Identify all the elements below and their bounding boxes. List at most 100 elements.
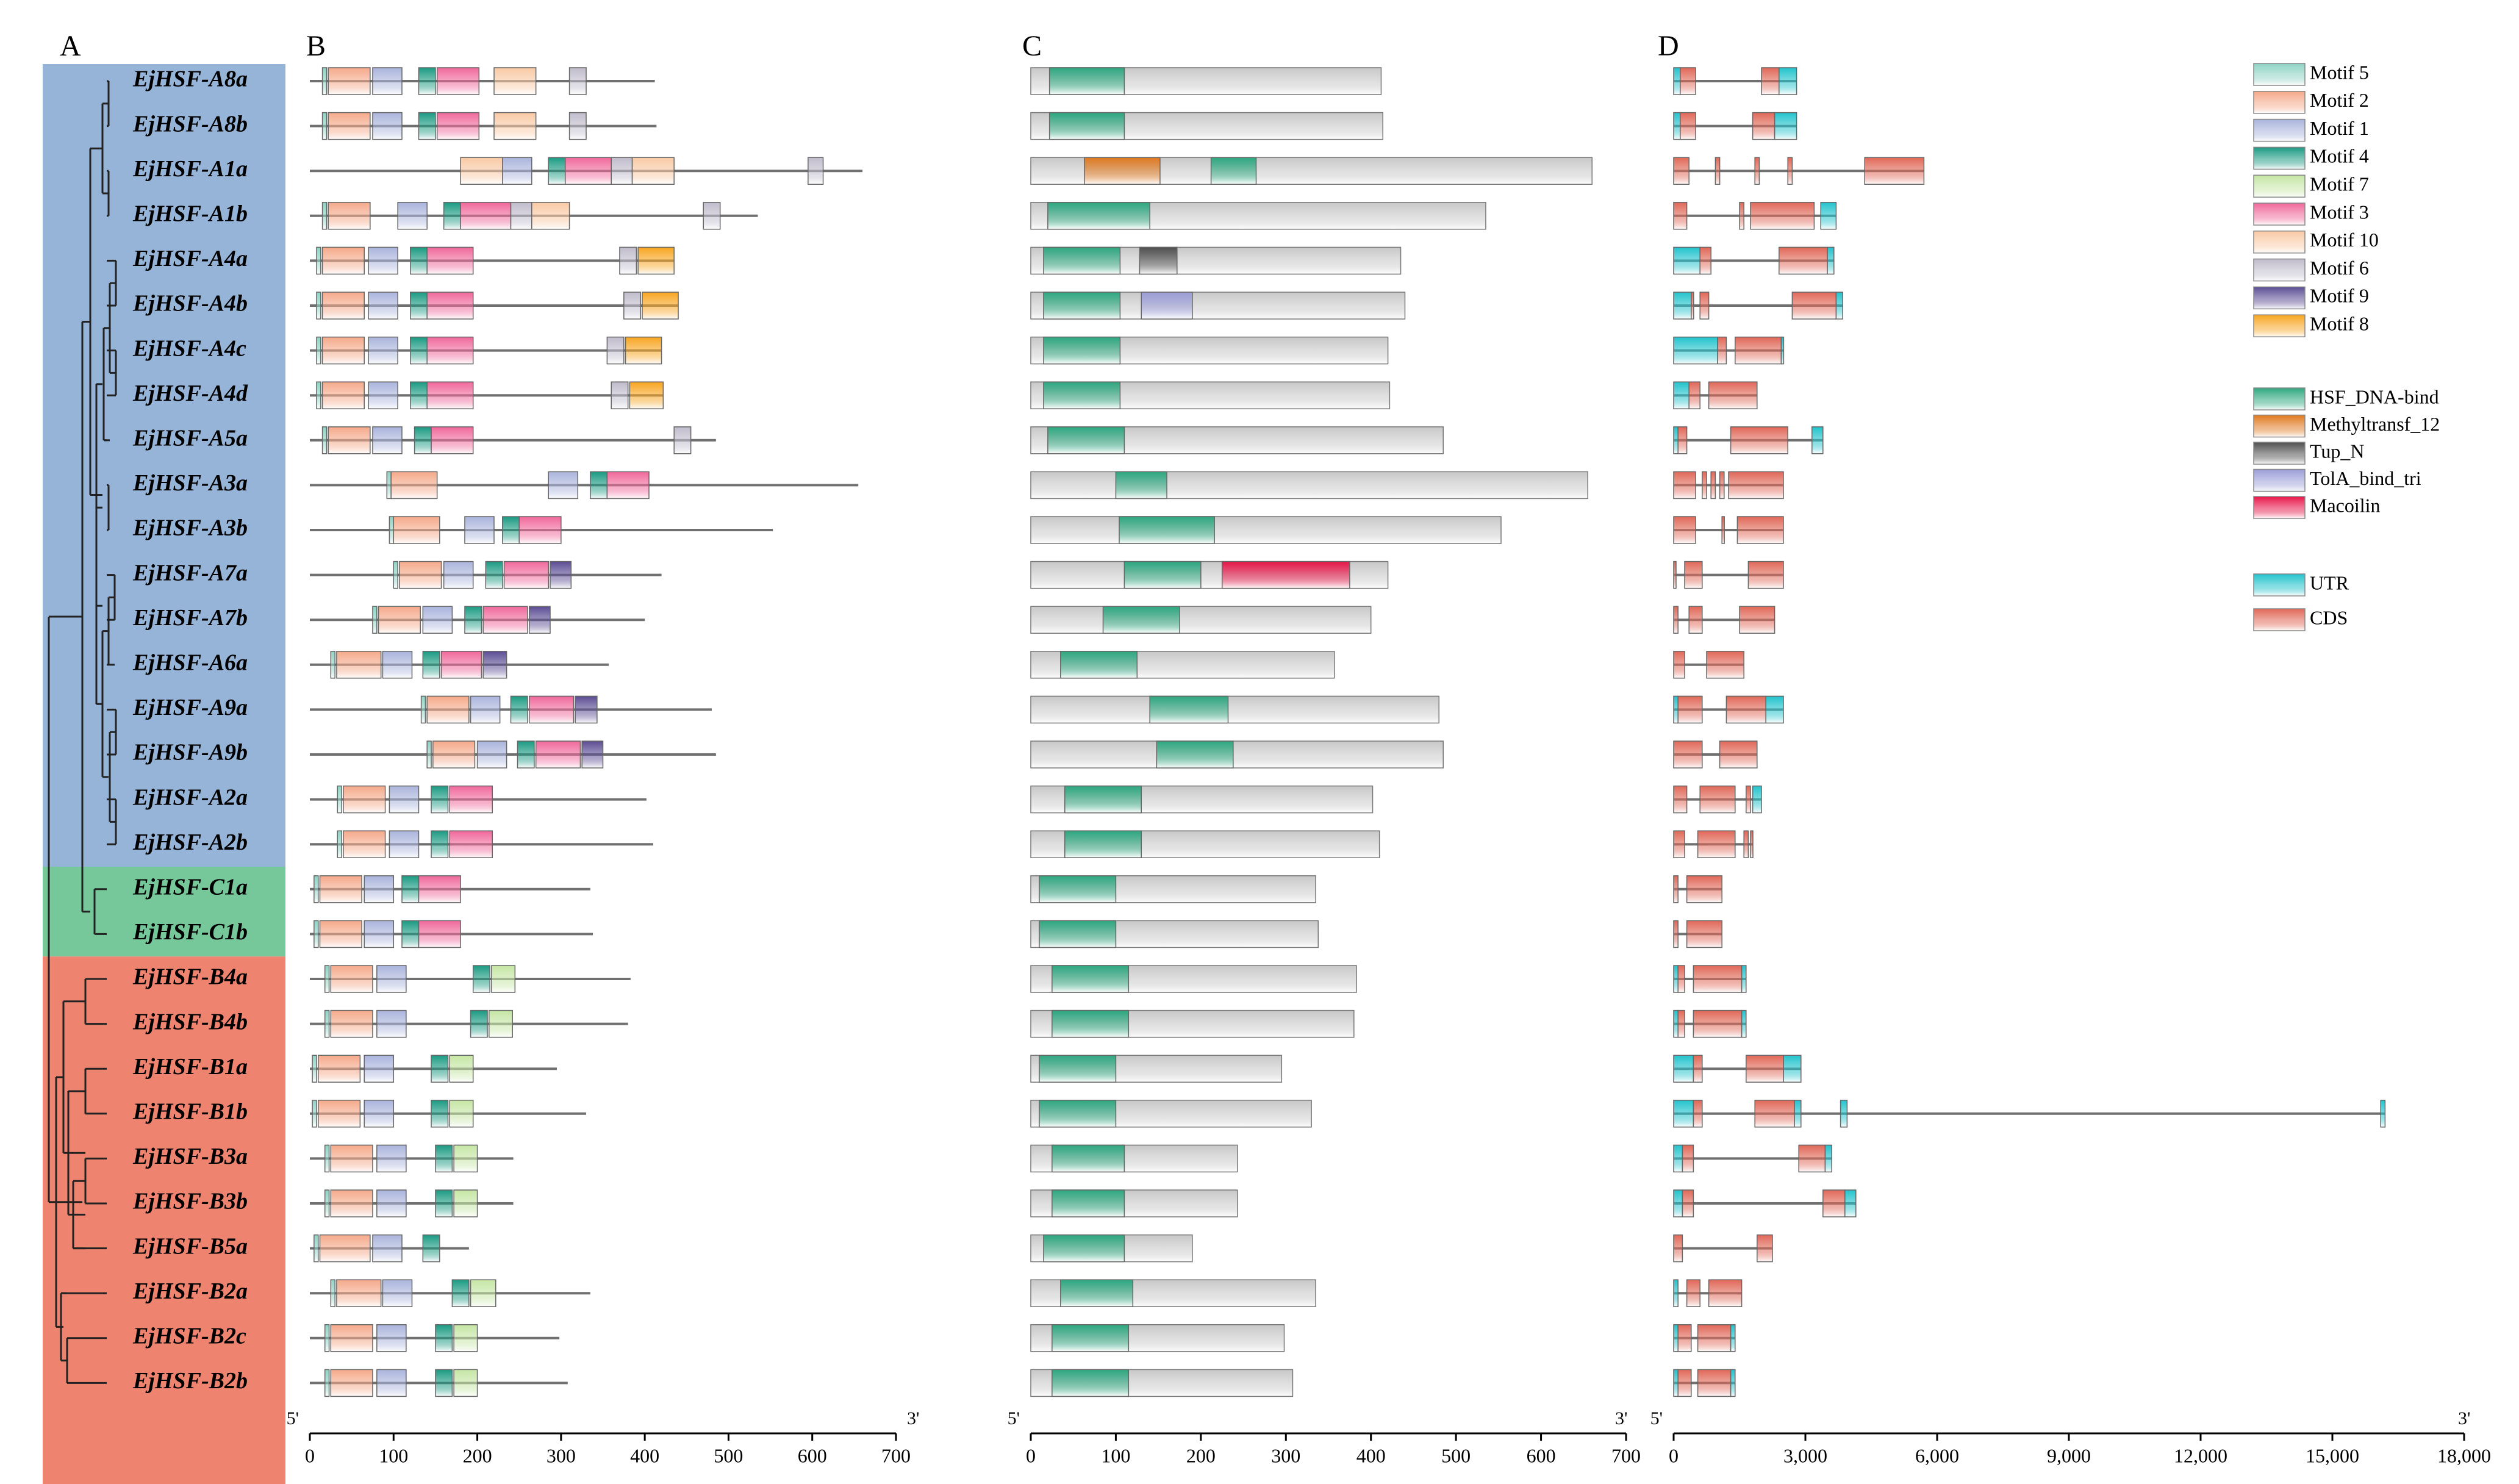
legend-label: Methyltransf_12 (2310, 413, 2440, 435)
motif-m5-box (316, 246, 321, 275)
cds-box (1673, 157, 1689, 185)
cds-box (1706, 651, 1744, 679)
cds-box (1686, 1279, 1700, 1307)
domain-hsf-box (1123, 561, 1202, 589)
motif-m5-box (314, 1234, 319, 1263)
utr-box (1673, 1100, 1694, 1128)
cds-box (1750, 202, 1815, 230)
motif-m1-box (368, 292, 398, 320)
cds-box (1721, 516, 1725, 544)
motif-m3-box (418, 875, 461, 903)
domain-hsf-box (1052, 965, 1130, 993)
domain-hsf-box (1064, 785, 1142, 814)
gene-label: EjHSF-A4d (132, 381, 248, 406)
clade-B-background (43, 956, 285, 1484)
motif-m6-box (703, 202, 721, 230)
legend-swatch (2253, 608, 2306, 631)
motif-m1-box (364, 1100, 395, 1128)
motif-m5-box (321, 112, 328, 140)
motif-m6-box (568, 112, 587, 140)
domain-hsf-box (1039, 875, 1117, 903)
motif-m2-box (321, 246, 365, 275)
cds-box (1697, 1324, 1732, 1352)
cds-box (1673, 606, 1679, 634)
motif-m5-box (324, 1009, 330, 1038)
cds-box (1673, 830, 1685, 858)
utr-box (1673, 336, 1718, 365)
utr-box (1811, 426, 1824, 454)
motif-m10-box (493, 112, 537, 140)
motif-m4-box (517, 740, 535, 769)
tick-label: 100 (379, 1444, 408, 1466)
cds-box (1746, 1055, 1784, 1083)
cds-box (1673, 1234, 1683, 1263)
motif-m1-box (443, 561, 474, 589)
cds-box (1791, 292, 1837, 320)
motif-m2-box (328, 426, 371, 454)
legend-label: Macoilin (2310, 494, 2381, 516)
legend-swatch (2253, 174, 2306, 198)
motif-m5-box (393, 561, 398, 589)
tick-label: 400 (630, 1444, 659, 1466)
legend-swatch (2253, 118, 2306, 142)
cds-box (1754, 1100, 1795, 1128)
cds-box (1673, 920, 1679, 948)
gene-label: EjHSF-B1a (132, 1054, 248, 1080)
motif-m4-box (510, 695, 528, 724)
legend-label: Motif 6 (2310, 257, 2369, 279)
motif-m5-box (324, 1369, 330, 1397)
motif-m6-box (623, 292, 642, 320)
legend-swatch (2253, 468, 2306, 492)
domain-hsf-box (1043, 381, 1121, 409)
motif-m7-box (449, 1055, 474, 1083)
cds-box (1754, 157, 1760, 185)
gene-label: EjHSF-A5a (132, 426, 248, 451)
cds-box (1673, 875, 1679, 903)
utr-box (1741, 1009, 1747, 1038)
motif-m10-box (631, 157, 675, 185)
axis-3prime: 3' (907, 1408, 919, 1428)
cds-box (1752, 112, 1775, 140)
legend-swatch (2253, 286, 2306, 310)
utr-box (1673, 426, 1679, 454)
motif-m8-box (637, 246, 675, 275)
motif-m1-box (389, 785, 420, 814)
motif-m5-box (324, 1189, 330, 1217)
utr-box (1752, 785, 1762, 814)
cds-box (1699, 785, 1736, 814)
gene-label: EjHSF-A4a (132, 246, 248, 271)
utr-box (2380, 1100, 2386, 1128)
motif-m1-box (372, 67, 403, 95)
gene-label: EjHSF-A2b (132, 830, 248, 855)
legend-swatch (2253, 496, 2306, 519)
gene-label: EjHSF-A3b (132, 515, 248, 541)
utr-box (1780, 336, 1785, 365)
cds-box (1725, 695, 1766, 724)
motif-m3-box (440, 651, 482, 679)
motif-m1-box (464, 516, 495, 544)
domain-hsf-box (1149, 695, 1229, 724)
utr-box (1794, 1100, 1802, 1128)
cds-box (1693, 1055, 1703, 1083)
utr-box (1673, 1279, 1679, 1307)
cds-box (1677, 695, 1703, 724)
cds-box (1673, 785, 1688, 814)
motif-m3-box (436, 112, 480, 140)
gene-label: EjHSF-B3b (132, 1189, 248, 1214)
motif-m6-box (619, 246, 637, 275)
motif-m7-box (449, 1100, 474, 1128)
motif-m5-box (312, 1100, 317, 1128)
domain-hsf-box (1043, 336, 1121, 365)
axis-5prime: 5' (1008, 1408, 1020, 1428)
motif-m8-box (642, 292, 679, 320)
domain-hsf-box (1102, 606, 1180, 634)
tick-label: 600 (1527, 1444, 1556, 1466)
axis-panel-b: 0 100 200 300 400 500 600 700 5' 3' (287, 1408, 920, 1466)
legend-label: Tup_N (2310, 440, 2365, 462)
utr-box (1673, 965, 1679, 993)
cds-box (1798, 1144, 1826, 1173)
legend-swatch (2253, 387, 2306, 410)
tick-label: 400 (1356, 1444, 1386, 1466)
axis-5prime: 5' (287, 1408, 299, 1428)
motif-m1-box (368, 246, 398, 275)
